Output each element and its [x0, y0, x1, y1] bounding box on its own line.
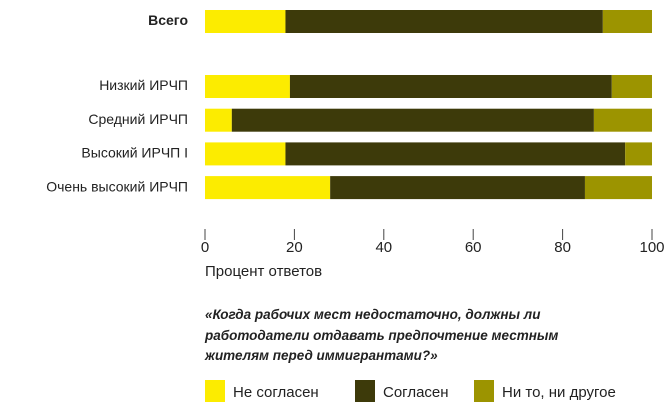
y-tick-label: Всего [148, 12, 188, 28]
bar-segment [285, 142, 626, 166]
legend-label: Ни то, ни другое [502, 384, 616, 401]
bar-segment [285, 10, 603, 33]
bar-segment [205, 142, 286, 166]
bar-segment [205, 75, 290, 98]
bar-segment [611, 75, 652, 98]
bar-segment [205, 176, 331, 200]
y-tick-label: Низкий ИРЧП [99, 77, 188, 93]
y-tick-label: Высокий ИРЧП I [81, 145, 188, 161]
legend-swatch [355, 380, 375, 402]
legend-label: Не согласен [233, 384, 319, 401]
bar-segment [330, 176, 585, 200]
bar-segment [289, 75, 612, 98]
legend-swatch [474, 380, 494, 402]
bar-segment [205, 108, 232, 132]
x-tick-label: 40 [375, 239, 392, 256]
x-axis-label: Процент ответов [205, 263, 322, 280]
x-tick-label: 80 [554, 239, 571, 256]
bar-segment [593, 108, 652, 132]
y-tick-label: Очень высокий ИРЧП [46, 178, 188, 194]
legend-label: Согласен [383, 384, 449, 401]
bar-segment [231, 108, 594, 132]
bar-segment [602, 10, 652, 33]
x-tick-label: 0 [201, 239, 209, 256]
legend-swatch [205, 380, 225, 402]
annotation: «Когда рабочих мест недостаточно, должны… [205, 307, 559, 363]
bar-segment [584, 176, 652, 200]
y-tick-label: Средний ИРЧП [88, 111, 188, 127]
bar-segment [205, 10, 286, 33]
bar-segment [625, 142, 652, 166]
x-tick-label: 100 [639, 239, 664, 256]
x-tick-label: 20 [286, 239, 303, 256]
x-tick-label: 60 [465, 239, 482, 256]
